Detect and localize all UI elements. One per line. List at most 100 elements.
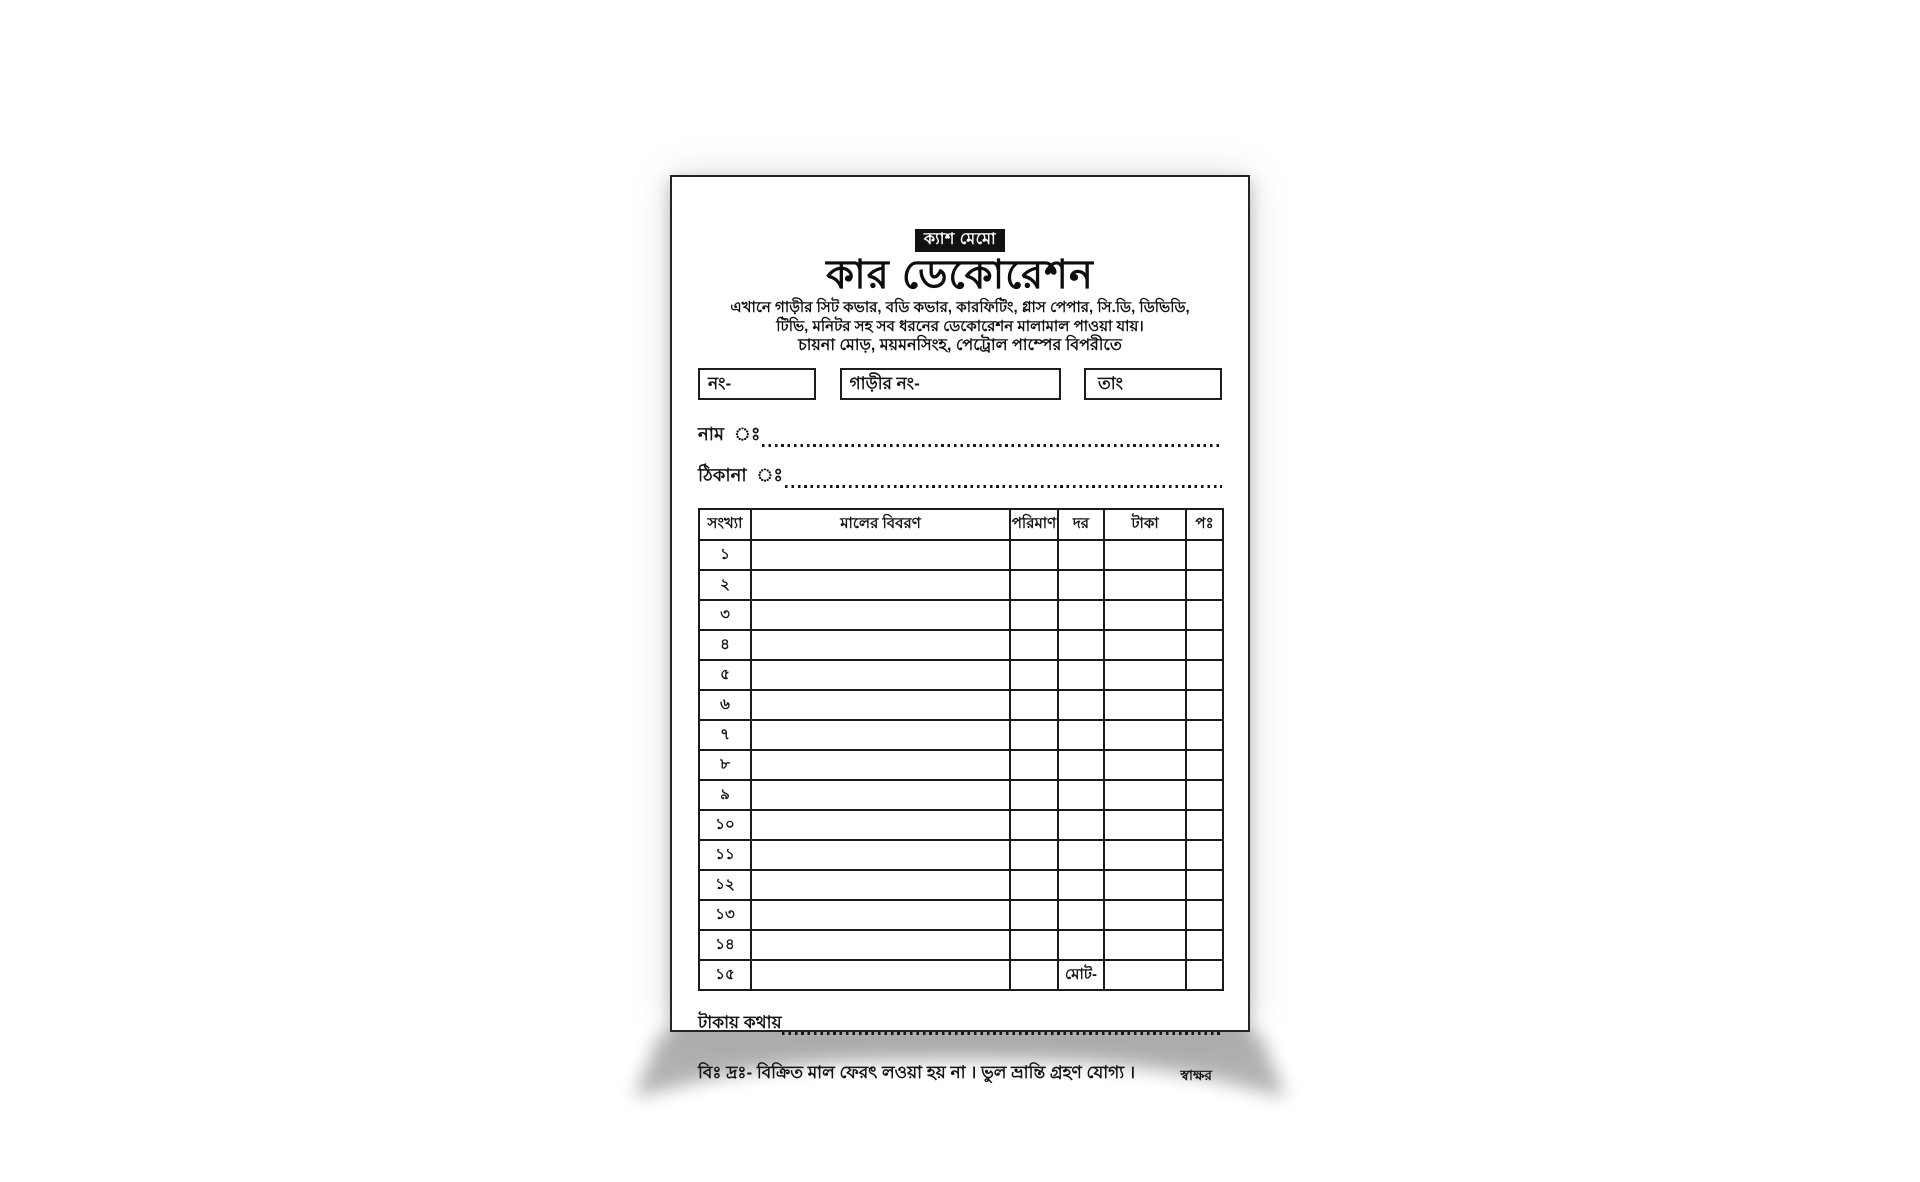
description-cell [750, 749, 1011, 781]
description-cell [750, 629, 1011, 661]
paper-drop-shadow [634, 1034, 1286, 1098]
rate-cell [1057, 749, 1105, 781]
address-dotted-rule [785, 485, 1222, 488]
amount-cell [1103, 899, 1187, 931]
description-cell [750, 719, 1011, 751]
shop-address-line: চায়না মোড়, ময়মনসিংহ, পেট্রোল পাম্পের … [798, 337, 1122, 354]
quantity-cell [1009, 899, 1059, 931]
items-table: সংখ্যা মালের বিবরণ পরিমাণ দর টাকা পঃ ১ [698, 508, 1224, 991]
quantity-cell [1009, 869, 1059, 901]
customer-name-line: নাম ঃ [698, 420, 1222, 451]
items-table-header-row: সংখ্যা মালের বিবরণ পরিমাণ দর টাকা পঃ [698, 508, 1224, 541]
amount-cell [1103, 539, 1187, 571]
serial-cell: ১০ [698, 809, 752, 841]
serial-cell: ১৩ [698, 899, 752, 931]
name-colon: ঃ [733, 424, 761, 444]
description-cell [750, 569, 1011, 601]
paisa-cell [1185, 719, 1224, 751]
col-header-serial: সংখ্যা [698, 508, 752, 541]
amount-cell [1103, 749, 1187, 781]
date-field: তাং [1084, 368, 1222, 400]
item-row: ১ [698, 539, 1224, 571]
quantity-cell [1009, 929, 1059, 961]
description-cell [750, 779, 1011, 811]
amount-cell [1103, 569, 1187, 601]
address-colon: ঃ [756, 465, 783, 485]
serial-cell: ১৫ [698, 959, 752, 991]
header-fields-row: নং- গাড়ীর নং- তাং [698, 368, 1222, 400]
rate-cell [1057, 539, 1105, 571]
paisa-cell [1185, 659, 1224, 691]
paisa-cell [1185, 959, 1224, 991]
quantity-cell [1009, 659, 1059, 691]
serial-cell: ২ [698, 569, 752, 601]
shop-subtitle-line-1: এখানে গাড়ীর সিট কভার, বডি কভার, কারফিটি… [730, 299, 1190, 316]
quantity-cell [1009, 599, 1059, 631]
quantity-cell [1009, 719, 1059, 751]
rate-cell [1057, 869, 1105, 901]
serial-cell: ৬ [698, 689, 752, 721]
serial-cell: ৪ [698, 629, 752, 661]
description-cell [750, 899, 1011, 931]
item-row: ১৪ [698, 929, 1224, 961]
rate-cell: মোট- [1057, 959, 1105, 991]
serial-cell: ৩ [698, 599, 752, 631]
item-row: ১২ [698, 869, 1224, 901]
amount-cell [1103, 869, 1187, 901]
memo-badge-row: ক্যাশ মেমো [698, 229, 1222, 252]
item-row: ৮ [698, 749, 1224, 781]
return-policy-note: বিঃ দ্রঃ- বিক্রিত মাল ফেরৎ লওয়া হয় না … [698, 1063, 1136, 1082]
rate-cell [1057, 599, 1105, 631]
amount-cell [1103, 719, 1187, 751]
amount-cell [1103, 629, 1187, 661]
amount-in-words-dotted-rule [781, 1032, 1222, 1035]
shop-subtitle-line-2: টিভি, মনিটর সহ সব ধরনের ডেকোরেশন মালামাল… [776, 318, 1144, 335]
paisa-cell [1185, 569, 1224, 601]
amount-cell [1103, 839, 1187, 871]
signature-label: স্বাক্ষর [1180, 1067, 1212, 1083]
serial-cell: ১১ [698, 839, 752, 871]
paisa-cell [1185, 629, 1224, 661]
item-row: ৩ [698, 599, 1224, 631]
footer-row: বিঃ দ্রঃ- বিক্রিত মাল ফেরৎ লওয়া হয় না … [698, 1060, 1222, 1088]
amount-cell [1103, 659, 1187, 691]
paisa-cell [1185, 929, 1224, 961]
items-table-body: ১ ২ [698, 539, 1224, 991]
description-cell [750, 959, 1011, 991]
serial-cell: ১ [698, 539, 752, 571]
description-cell [750, 599, 1011, 631]
quantity-cell [1009, 539, 1059, 571]
col-header-paisa: পঃ [1185, 508, 1224, 541]
rate-cell [1057, 689, 1105, 721]
rate-cell [1057, 899, 1105, 931]
paisa-cell [1185, 599, 1224, 631]
serial-cell: ৯ [698, 779, 752, 811]
col-header-quantity: পরিমাণ [1009, 508, 1059, 541]
shop-title: কার ডেকোরেশন [826, 253, 1094, 297]
memo-type-badge: ক্যাশ মেমো [914, 229, 1006, 252]
quantity-cell [1009, 779, 1059, 811]
quantity-cell [1009, 629, 1059, 661]
description-cell [750, 689, 1011, 721]
quantity-cell [1009, 749, 1059, 781]
paisa-cell [1185, 779, 1224, 811]
amount-in-words-line: টাকায় কথায় [698, 1010, 1222, 1038]
item-row: ৯ [698, 779, 1224, 811]
quantity-cell [1009, 689, 1059, 721]
paisa-cell [1185, 749, 1224, 781]
quantity-cell [1009, 569, 1059, 601]
item-row: ৫ [698, 659, 1224, 691]
address-label: ঠিকানা [698, 465, 747, 485]
amount-cell [1103, 779, 1187, 811]
col-header-rate: দর [1057, 508, 1105, 541]
quantity-cell [1009, 959, 1059, 991]
amount-cell [1103, 929, 1187, 961]
rate-cell [1057, 779, 1105, 811]
rate-cell [1057, 839, 1105, 871]
item-row: ১৩ [698, 899, 1224, 931]
paisa-cell [1185, 689, 1224, 721]
memo-number-field: নং- [698, 368, 816, 400]
amount-cell [1103, 689, 1187, 721]
description-cell [750, 869, 1011, 901]
page-background: ক্যাশ মেমো কার ডেকোরেশন এখানে গাড়ীর সিট… [634, 175, 1286, 1098]
